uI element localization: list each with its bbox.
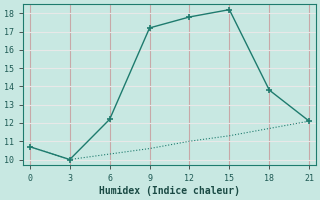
X-axis label: Humidex (Indice chaleur): Humidex (Indice chaleur) [99,186,240,196]
